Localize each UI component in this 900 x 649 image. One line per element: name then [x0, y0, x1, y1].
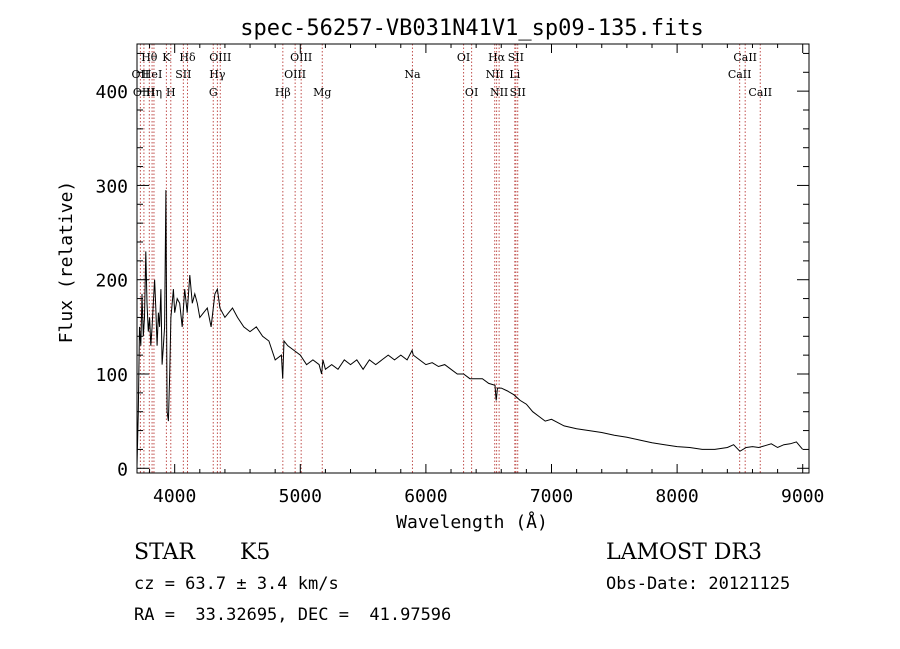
line-marker-label: NII — [486, 68, 504, 81]
line-marker-label: Hδ — [179, 51, 196, 64]
line-marker-label: OI — [465, 86, 478, 99]
survey-name: LAMOST DR3 — [606, 540, 762, 565]
object-subclass: K5 — [240, 540, 270, 565]
spectral-line-markers — [139, 44, 761, 473]
x-tick-label: 4000 — [153, 486, 196, 507]
y-tick-label: 300 — [95, 176, 128, 197]
line-marker-label: OIII — [290, 51, 312, 64]
line-marker-label: K — [162, 51, 171, 64]
spectral-line-labels: Hθ OII OIII HeI Hη K SII H Hδ OIII Hγ G OIII OIII Hβ Mg… — [132, 51, 773, 99]
chart-title: spec-56257-VB031N41V1_sp09-135.fits — [240, 16, 704, 41]
line-marker-label: OI — [457, 51, 470, 64]
x-axis-label: Wavelength (Å) — [396, 511, 548, 533]
line-marker-label: Hθ — [141, 51, 158, 64]
line-marker-label: HeI — [142, 68, 162, 81]
line-marker-label: Hβ — [275, 86, 291, 99]
line-marker-label: H — [166, 86, 176, 99]
line-marker-label: OIII — [209, 51, 231, 64]
redshift-text: cz = 63.7 ± 3.4 km/s — [134, 574, 339, 594]
spectrum-line — [136, 190, 804, 467]
object-class: STAR — [134, 540, 196, 565]
line-marker-label: OIII — [284, 68, 306, 81]
line-marker-label: Li — [509, 68, 520, 81]
line-marker-label: Na — [404, 68, 421, 81]
y-tick-label: 0 — [117, 459, 128, 480]
line-marker-label: SII — [175, 68, 191, 81]
x-tick-label: 6000 — [404, 486, 447, 507]
x-axis-ticks: 4000 5000 6000 7000 8000 9000 — [149, 44, 824, 507]
y-tick-label: 400 — [95, 82, 128, 103]
line-marker-label: CaII — [728, 68, 752, 81]
obs-date: Obs-Date: 20121125 — [606, 574, 790, 594]
y-tick-label: 200 — [95, 271, 128, 292]
line-marker-label: Hη — [146, 86, 162, 99]
line-marker-label: G — [209, 86, 218, 99]
x-tick-label: 5000 — [279, 486, 322, 507]
line-marker-label: CaII — [733, 51, 757, 64]
line-marker-label: NII — [490, 86, 508, 99]
plot-frame — [136, 43, 810, 474]
y-tick-label: 100 — [95, 365, 128, 386]
coordinates-text: RA = 33.32695, DEC = 41.97596 — [134, 605, 451, 625]
line-marker-label: OIII — [133, 86, 155, 99]
line-marker-label: Hγ — [209, 68, 226, 81]
line-marker-label: SII — [510, 86, 526, 99]
y-axis-label: Flux (relative) — [56, 181, 77, 344]
line-marker-label: Mg — [313, 86, 331, 99]
line-marker-label: Hα — [488, 51, 506, 64]
x-tick-label: 7000 — [530, 486, 573, 507]
x-tick-label: 9000 — [781, 486, 824, 507]
line-marker-label: SII — [508, 51, 524, 64]
line-marker-label: OII — [132, 68, 150, 81]
line-marker-label: CaII — [748, 86, 772, 99]
x-tick-label: 8000 — [655, 486, 698, 507]
y-axis-ticks: 0 100 200 300 400 — [95, 52, 809, 480]
